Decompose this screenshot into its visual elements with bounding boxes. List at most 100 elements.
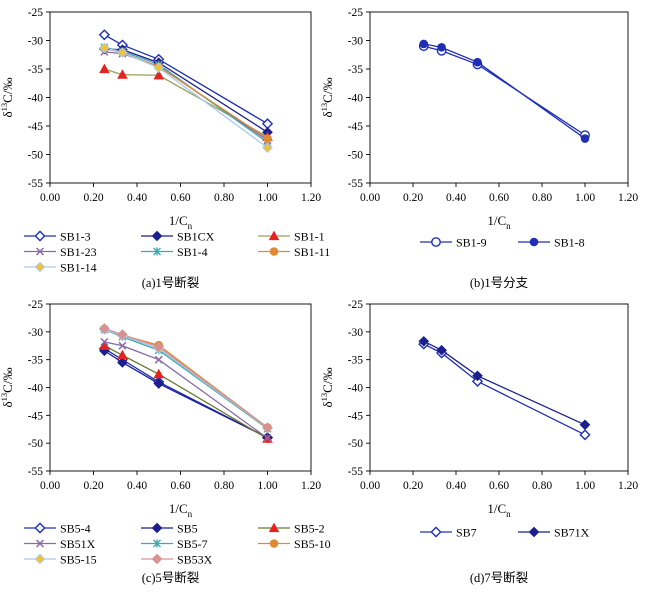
y-tick-label: -25 bbox=[348, 299, 364, 311]
point-sb5-2-marker bbox=[117, 349, 128, 360]
point-sb71x-marker bbox=[472, 370, 483, 382]
point-sb71x-marker bbox=[418, 335, 430, 347]
legend-label-sb1-9: SB1-9 bbox=[456, 236, 487, 250]
y-tick-label: -25 bbox=[348, 7, 364, 19]
point-sb5-2-marker bbox=[153, 368, 165, 379]
y-axis-label-part-1: δ bbox=[320, 111, 335, 117]
legend-entry-sb5: SB5 bbox=[141, 522, 198, 536]
legend-entry-sb1cx: SB1CX bbox=[141, 230, 215, 244]
y-tick-label: -40 bbox=[28, 383, 44, 395]
point-sb1-8-marker bbox=[473, 57, 482, 67]
chart-panel-2: -25 -30 -35 -40 -45 -50 -55 0.00 0.20 0.40 0.60 0.8… bbox=[319, 7, 638, 290]
series-points-sb1-23 bbox=[100, 47, 272, 145]
series-sb5-10 bbox=[104, 328, 268, 429]
legend-label-sb1-23: SB1-23 bbox=[60, 245, 97, 259]
legend-entry-sb5-15: SB5-15 bbox=[24, 553, 97, 567]
x-axis-label: 1/Cn bbox=[169, 501, 193, 519]
series-line-sb1-3 bbox=[104, 34, 268, 125]
legend-sb5-7-marker bbox=[153, 539, 161, 548]
y-tick-label: -45 bbox=[348, 121, 364, 133]
x-tick-label: 1.00 bbox=[575, 480, 595, 492]
series-points-sb5 bbox=[99, 345, 273, 443]
series-sb71x bbox=[423, 340, 586, 426]
legend-entry-sb51x: SB51X bbox=[24, 537, 96, 551]
point-sb51x-marker bbox=[100, 337, 109, 346]
series-points-sb1-9 bbox=[418, 41, 590, 141]
x-axis-label-main: 1/C bbox=[487, 213, 506, 228]
legend-entry-sb1-23: SB1-23 bbox=[24, 245, 97, 259]
y-tick-label: -35 bbox=[28, 355, 44, 367]
y-axis-label-part-1: δ bbox=[320, 401, 335, 407]
point-sb53x-marker bbox=[153, 341, 165, 353]
x-tick-label: 0.20 bbox=[83, 192, 103, 204]
x-axis-label: 1/Cn bbox=[487, 501, 511, 519]
point-sb5-marker bbox=[117, 357, 128, 368]
y-axis-label-part-2: 13 bbox=[0, 393, 9, 402]
legend-label-sb5-10: SB5-10 bbox=[294, 537, 331, 551]
series-line-sb1-1 bbox=[104, 68, 268, 138]
plot-frame bbox=[369, 11, 629, 184]
series-points-sb1-14 bbox=[99, 42, 273, 153]
legend-entry-sb1-9: SB1-9 bbox=[420, 236, 487, 250]
x-tick-label: 0.80 bbox=[532, 192, 552, 204]
y-axis-label: δ13C/‰ bbox=[0, 78, 15, 118]
y-tick-label: -40 bbox=[348, 93, 364, 105]
x-tick-label: 1.20 bbox=[301, 480, 321, 492]
legend-sb51x-marker bbox=[35, 539, 45, 548]
series-sb5 bbox=[104, 350, 268, 439]
legend-entry-sb1-8: SB1-8 bbox=[518, 236, 585, 250]
point-sb5-marker bbox=[153, 378, 165, 389]
series-line-sb1-8 bbox=[423, 43, 586, 140]
point-sb51x-marker bbox=[263, 434, 272, 443]
legend-label-sb1-11: SB1-11 bbox=[294, 245, 330, 259]
series-line-sb53x bbox=[104, 327, 268, 429]
point-sb7-marker bbox=[471, 375, 484, 387]
y-tick-label: -55 bbox=[348, 466, 364, 478]
series-sb1-23 bbox=[104, 51, 268, 141]
legend-label-sb1-1: SB1-1 bbox=[294, 230, 325, 244]
panel-caption: (d)7号断裂 bbox=[470, 570, 528, 585]
x-axis-label-subscript: n bbox=[506, 509, 511, 519]
y-tick-label: -25 bbox=[28, 299, 44, 311]
y-tick-label: -30 bbox=[348, 327, 364, 339]
x-tick-label: 0.40 bbox=[127, 480, 147, 492]
series-line-sb5-15 bbox=[104, 328, 268, 429]
legend-label-sb5-7: SB5-7 bbox=[177, 537, 208, 551]
series-sb51x bbox=[104, 341, 268, 439]
x-axis-label-subscript: n bbox=[188, 509, 193, 519]
y-axis-label: δ13C/‰ bbox=[319, 78, 335, 118]
series-line-sb51x bbox=[104, 341, 268, 439]
legend-entry-sb5-10: SB5-10 bbox=[258, 537, 331, 551]
y-tick-label: -40 bbox=[348, 383, 364, 395]
series-sb1-8 bbox=[423, 43, 586, 140]
point-sb1-8-marker bbox=[437, 43, 446, 52]
legend-sb1-4-marker bbox=[153, 247, 161, 256]
legend-entry-sb1-14: SB1-14 bbox=[24, 261, 97, 275]
series-points-sb1-3 bbox=[98, 29, 274, 130]
legend-label-sb5-4: SB5-4 bbox=[60, 522, 91, 536]
legend-entry-sb1-4: SB1-4 bbox=[141, 245, 208, 259]
x-tick-label: 0.60 bbox=[170, 480, 190, 492]
legend-entry-sb71x: SB71X bbox=[518, 526, 590, 540]
legend-entry-sb5-4: SB5-4 bbox=[24, 522, 91, 536]
point-sb51x-marker bbox=[118, 341, 127, 350]
legend: SB7 SB71X bbox=[420, 526, 590, 540]
series-sb1-4 bbox=[104, 46, 268, 144]
chart-panel-1: -25 -30 -35 -40 -45 -50 -55 0.00 0.20 0.40 0.60 0.8… bbox=[0, 7, 330, 290]
series-points-sb51x bbox=[100, 337, 272, 443]
legend-sb1-11-marker bbox=[269, 247, 279, 256]
series-line-sb5-2 bbox=[104, 345, 268, 440]
x-tick-label: 0.60 bbox=[489, 480, 509, 492]
legend-entry-sb7: SB7 bbox=[420, 526, 477, 540]
legend-entry-sb5-7: SB5-7 bbox=[141, 537, 208, 551]
point-sb1-1-marker bbox=[99, 63, 110, 74]
point-sb1-3-marker bbox=[261, 118, 274, 130]
point-sb71x-marker bbox=[579, 419, 591, 431]
point-sb1-14-marker bbox=[153, 62, 165, 74]
y-tick-label: -55 bbox=[348, 178, 364, 190]
x-tick-label: 0.80 bbox=[214, 480, 234, 492]
y-tick-label: -55 bbox=[28, 466, 44, 478]
point-sb1-14-marker bbox=[99, 42, 110, 54]
y-tick-label: -30 bbox=[348, 36, 364, 48]
